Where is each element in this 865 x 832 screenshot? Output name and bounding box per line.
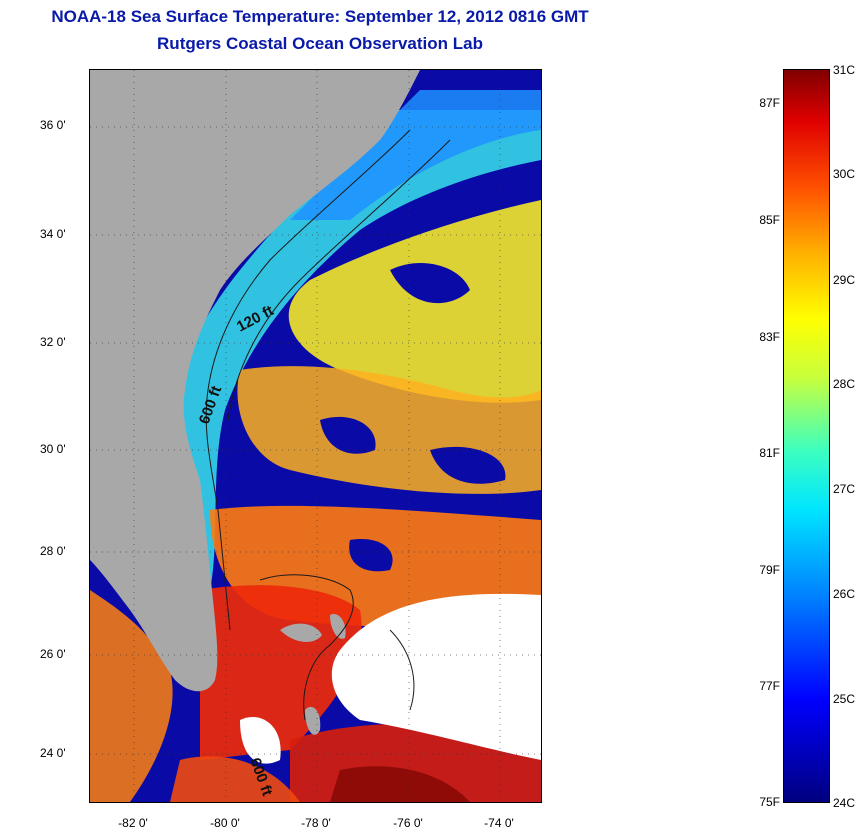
lon-label-78: -78 0' [301, 816, 331, 830]
colorbar-label-75f: 75F [759, 795, 780, 809]
sst-map: 120 ft 600 ft 600 ft [89, 69, 542, 803]
colorbar-label-31c: 31C [833, 63, 856, 77]
sst-field [90, 90, 541, 802]
colorbar-label-27c: 27C [833, 482, 856, 496]
lon-label-82: -82 0' [118, 816, 148, 830]
map-subtitle: Rutgers Coastal Ocean Observation Lab [157, 34, 483, 53]
land-mass [90, 70, 420, 692]
lat-label-34: 34 0' [40, 227, 66, 241]
colorbar-label-87f: 87F [759, 96, 780, 110]
lon-label-80: -80 0' [210, 816, 240, 830]
lat-label-32: 32 0' [40, 335, 66, 349]
colorbar-label-85f: 85F [759, 213, 780, 227]
colorbar-label-24c: 24C [833, 796, 856, 810]
lat-label-28: 28 0' [40, 544, 66, 558]
islands [150, 614, 346, 735]
map-title: NOAA-18 Sea Surface Temperature: Septemb… [51, 7, 589, 26]
colorbar-label-28c: 28C [833, 377, 856, 391]
colorbar-label-29c: 29C [833, 273, 856, 287]
colorbar-label-83f: 83F [759, 330, 780, 344]
colorbar-label-25c: 25C [833, 692, 856, 706]
lon-label-76: -76 0' [393, 816, 423, 830]
colorbar-label-30c: 30C [833, 167, 856, 181]
lat-label-36: 36 0' [40, 118, 66, 132]
depth-contours [205, 129, 451, 721]
sst-map-svg: 120 ft 600 ft 600 ft [90, 70, 541, 802]
lat-label-24: 24 0' [40, 746, 66, 760]
lat-label-30: 30 0' [40, 442, 66, 456]
colorbar-label-77f: 77F [759, 679, 780, 693]
lat-label-26: 26 0' [40, 647, 66, 661]
lon-label-74: -74 0' [484, 816, 514, 830]
temperature-colorbar [783, 69, 830, 803]
graticule [90, 70, 541, 802]
colorbar-label-79f: 79F [759, 563, 780, 577]
colorbar-label-81f: 81F [759, 446, 780, 460]
colorbar-label-26c: 26C [833, 587, 856, 601]
